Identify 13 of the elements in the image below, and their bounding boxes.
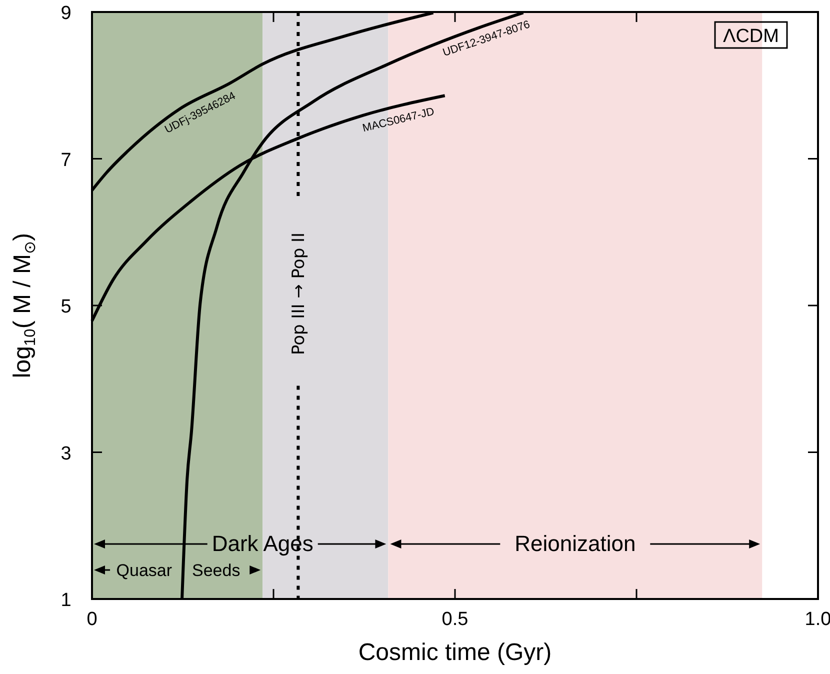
band-label: Reionization (514, 531, 636, 556)
y-tick-label: 7 (60, 150, 72, 171)
x-axis-title: Cosmic time (Gyr) (358, 639, 552, 666)
x-tick-label: 0.5 (442, 609, 468, 630)
ref-line-label: Pop III → Pop II (289, 232, 310, 356)
y-tick-label: 9 (60, 3, 72, 24)
y-tick-label: 5 (60, 296, 72, 318)
y-tick-label: 3 (60, 443, 72, 464)
annotation: Dark Ages (212, 530, 314, 556)
band-label: Quasar Seeds (116, 561, 240, 580)
y-tick-label: 1 (60, 590, 72, 611)
x-tick-label: 0 (86, 609, 98, 630)
annotation: ΛCDM (723, 26, 779, 47)
